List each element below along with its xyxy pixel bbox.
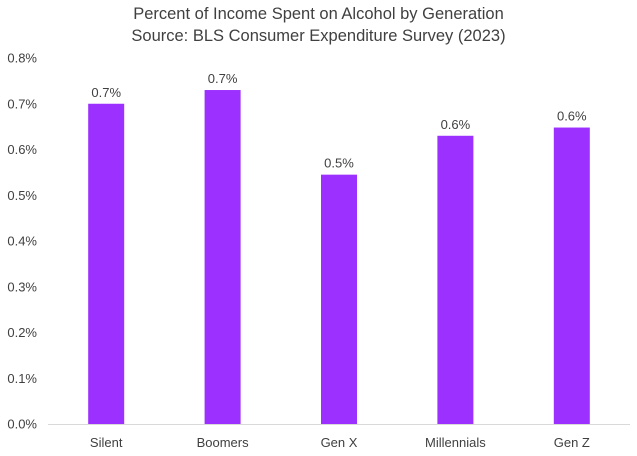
x-tick-label: Silent	[90, 435, 123, 450]
y-tick-label: 0.3%	[7, 279, 37, 294]
data-label: 0.5%	[324, 156, 354, 171]
y-tick-label: 0.4%	[7, 234, 37, 249]
y-tick-label: 0.8%	[7, 51, 37, 66]
x-tick-label: Gen Z	[554, 435, 590, 450]
x-tick-label: Boomers	[197, 435, 250, 450]
data-label: 0.6%	[441, 117, 471, 132]
chart-subtitle: Source: BLS Consumer Expenditure Survey …	[131, 27, 506, 45]
y-tick-label: 0.2%	[7, 325, 37, 340]
y-axis-ticks: 0.0% 0.1% 0.2% 0.3% 0.4% 0.5% 0.6% 0.7% 0.8%	[7, 51, 37, 432]
x-axis-ticks: Silent Boomers Gen X Millennials Gen Z	[90, 435, 590, 450]
y-tick-label: 0.6%	[7, 142, 37, 157]
bar-silent	[88, 103, 125, 424]
bar-gen-z	[553, 127, 590, 424]
y-tick-label: 0.5%	[7, 188, 37, 203]
y-tick-label: 0.7%	[7, 96, 37, 111]
data-label: 0.7%	[91, 85, 121, 100]
x-tick-label: Millennials	[425, 435, 486, 450]
y-tick-label: 0.1%	[7, 371, 37, 386]
y-tick-label: 0.0%	[7, 417, 37, 432]
chart-title: Percent of Income Spent on Alcohol by Ge…	[133, 5, 504, 23]
bar-gen-x	[321, 174, 357, 424]
bar-boomers	[204, 90, 241, 425]
bars	[88, 90, 590, 425]
x-tick-label: Gen X	[321, 435, 358, 450]
data-label: 0.6%	[557, 109, 587, 124]
data-label: 0.7%	[208, 71, 238, 86]
bar-millennials	[437, 135, 474, 424]
data-labels: 0.7% 0.7% 0.5% 0.6% 0.6%	[91, 71, 587, 171]
